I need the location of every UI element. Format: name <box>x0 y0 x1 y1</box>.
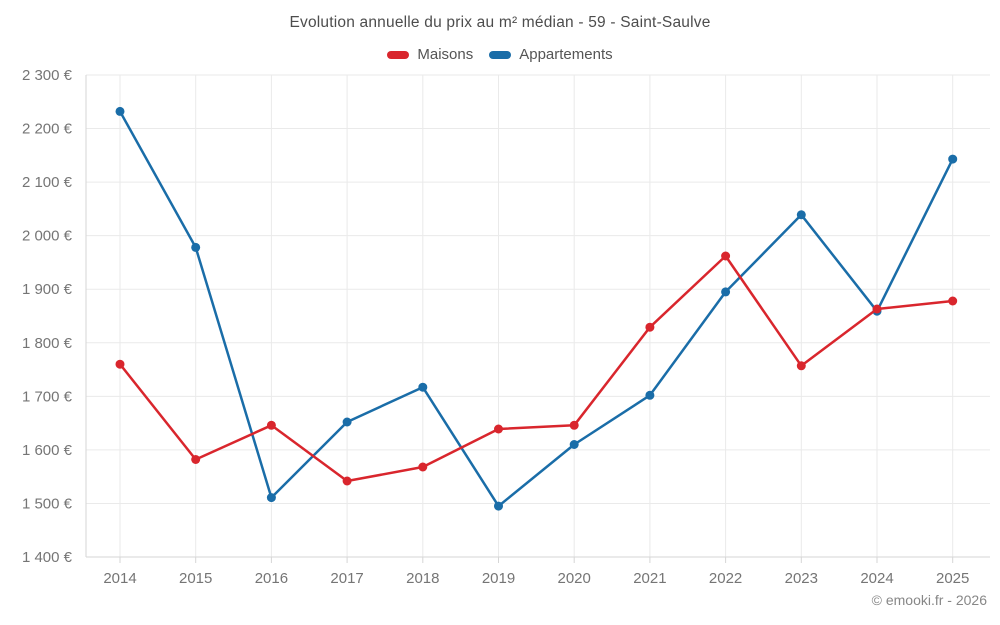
x-tick-label-2022: 2022 <box>709 570 742 587</box>
legend-marker-appartements-icon <box>489 50 512 59</box>
x-tick-label-2017: 2017 <box>330 570 363 587</box>
x-tick-label-2015: 2015 <box>179 570 212 587</box>
data-point-maisons-2021[interactable] <box>645 322 655 332</box>
data-point-maisons-2017[interactable] <box>342 476 352 486</box>
data-point-appartements-2017[interactable] <box>342 417 352 427</box>
y-tick-label-2200: 2 200 € <box>22 121 73 138</box>
x-tick-label-2021: 2021 <box>633 570 666 587</box>
y-tick-label-2300: 2 300 € <box>22 67 73 84</box>
x-tick-label-2016: 2016 <box>255 570 288 587</box>
y-tick-label-1600: 1 600 € <box>22 442 73 459</box>
data-point-appartements-2014[interactable] <box>115 106 125 116</box>
legend: Maisons Appartements <box>0 46 1000 63</box>
y-tick-label-1700: 1 700 € <box>22 388 73 405</box>
data-point-maisons-2016[interactable] <box>266 420 276 430</box>
x-tick-label-2014: 2014 <box>103 570 136 587</box>
x-tick-label-2019: 2019 <box>482 570 515 587</box>
data-point-appartements-2025[interactable] <box>948 154 958 164</box>
data-point-appartements-2019[interactable] <box>494 501 503 511</box>
legend-label-maisons: Maisons <box>417 46 474 63</box>
y-tick-label-1800: 1 800 € <box>22 335 73 352</box>
x-tick-label-2020: 2020 <box>558 570 591 587</box>
x-tick-label-2024: 2024 <box>860 570 893 587</box>
data-point-appartements-2022[interactable] <box>721 287 731 297</box>
data-point-maisons-2014[interactable] <box>115 359 125 369</box>
legend-marker-maisons-icon <box>387 50 410 59</box>
data-point-maisons-2022[interactable] <box>721 251 731 261</box>
chart-title: Evolution annuelle du prix au m² médian … <box>289 14 711 31</box>
data-point-appartements-2015[interactable] <box>191 242 201 252</box>
x-tick-label-2018: 2018 <box>406 570 439 587</box>
copyright-text: © emooki.fr - 2026 <box>871 592 987 608</box>
series-line-appartements <box>118 110 954 508</box>
legend-item-maisons[interactable]: Maisons <box>387 46 473 63</box>
data-point-appartements-2020[interactable] <box>569 440 579 449</box>
data-point-maisons-2024[interactable] <box>872 304 882 314</box>
data-point-maisons-2020[interactable] <box>569 420 579 430</box>
y-tick-label-1400: 1 400 € <box>22 549 73 566</box>
data-point-maisons-2023[interactable] <box>796 361 806 371</box>
y-tick-label-2100: 2 100 € <box>22 174 73 191</box>
data-point-maisons-2018[interactable] <box>418 462 428 472</box>
y-tick-label-1900: 1 900 € <box>22 281 73 298</box>
data-point-appartements-2023[interactable] <box>796 210 806 220</box>
data-point-appartements-2016[interactable] <box>266 493 276 503</box>
series-line-maisons <box>118 254 954 483</box>
data-point-appartements-2021[interactable] <box>645 390 655 400</box>
y-tick-label-1500: 1 500 € <box>22 495 73 512</box>
data-point-maisons-2019[interactable] <box>494 424 503 434</box>
data-point-maisons-2015[interactable] <box>191 455 201 464</box>
legend-item-appartements[interactable]: Appartements <box>489 46 613 63</box>
y-tick-label-2000: 2 000 € <box>22 228 73 245</box>
x-tick-label-2025: 2025 <box>936 570 969 587</box>
legend-label-appartements: Appartements <box>519 46 613 63</box>
x-tick-label-2023: 2023 <box>785 570 818 587</box>
data-point-appartements-2018[interactable] <box>418 382 428 392</box>
data-point-maisons-2025[interactable] <box>948 296 958 306</box>
